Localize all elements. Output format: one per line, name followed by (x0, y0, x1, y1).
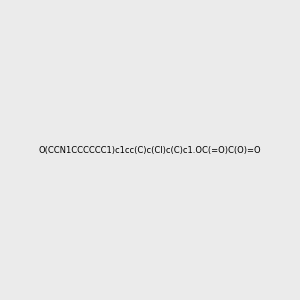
Text: O(CCN1CCCCCC1)c1cc(C)c(Cl)c(C)c1.OC(=O)C(O)=O: O(CCN1CCCCCC1)c1cc(C)c(Cl)c(C)c1.OC(=O)C… (39, 146, 261, 154)
